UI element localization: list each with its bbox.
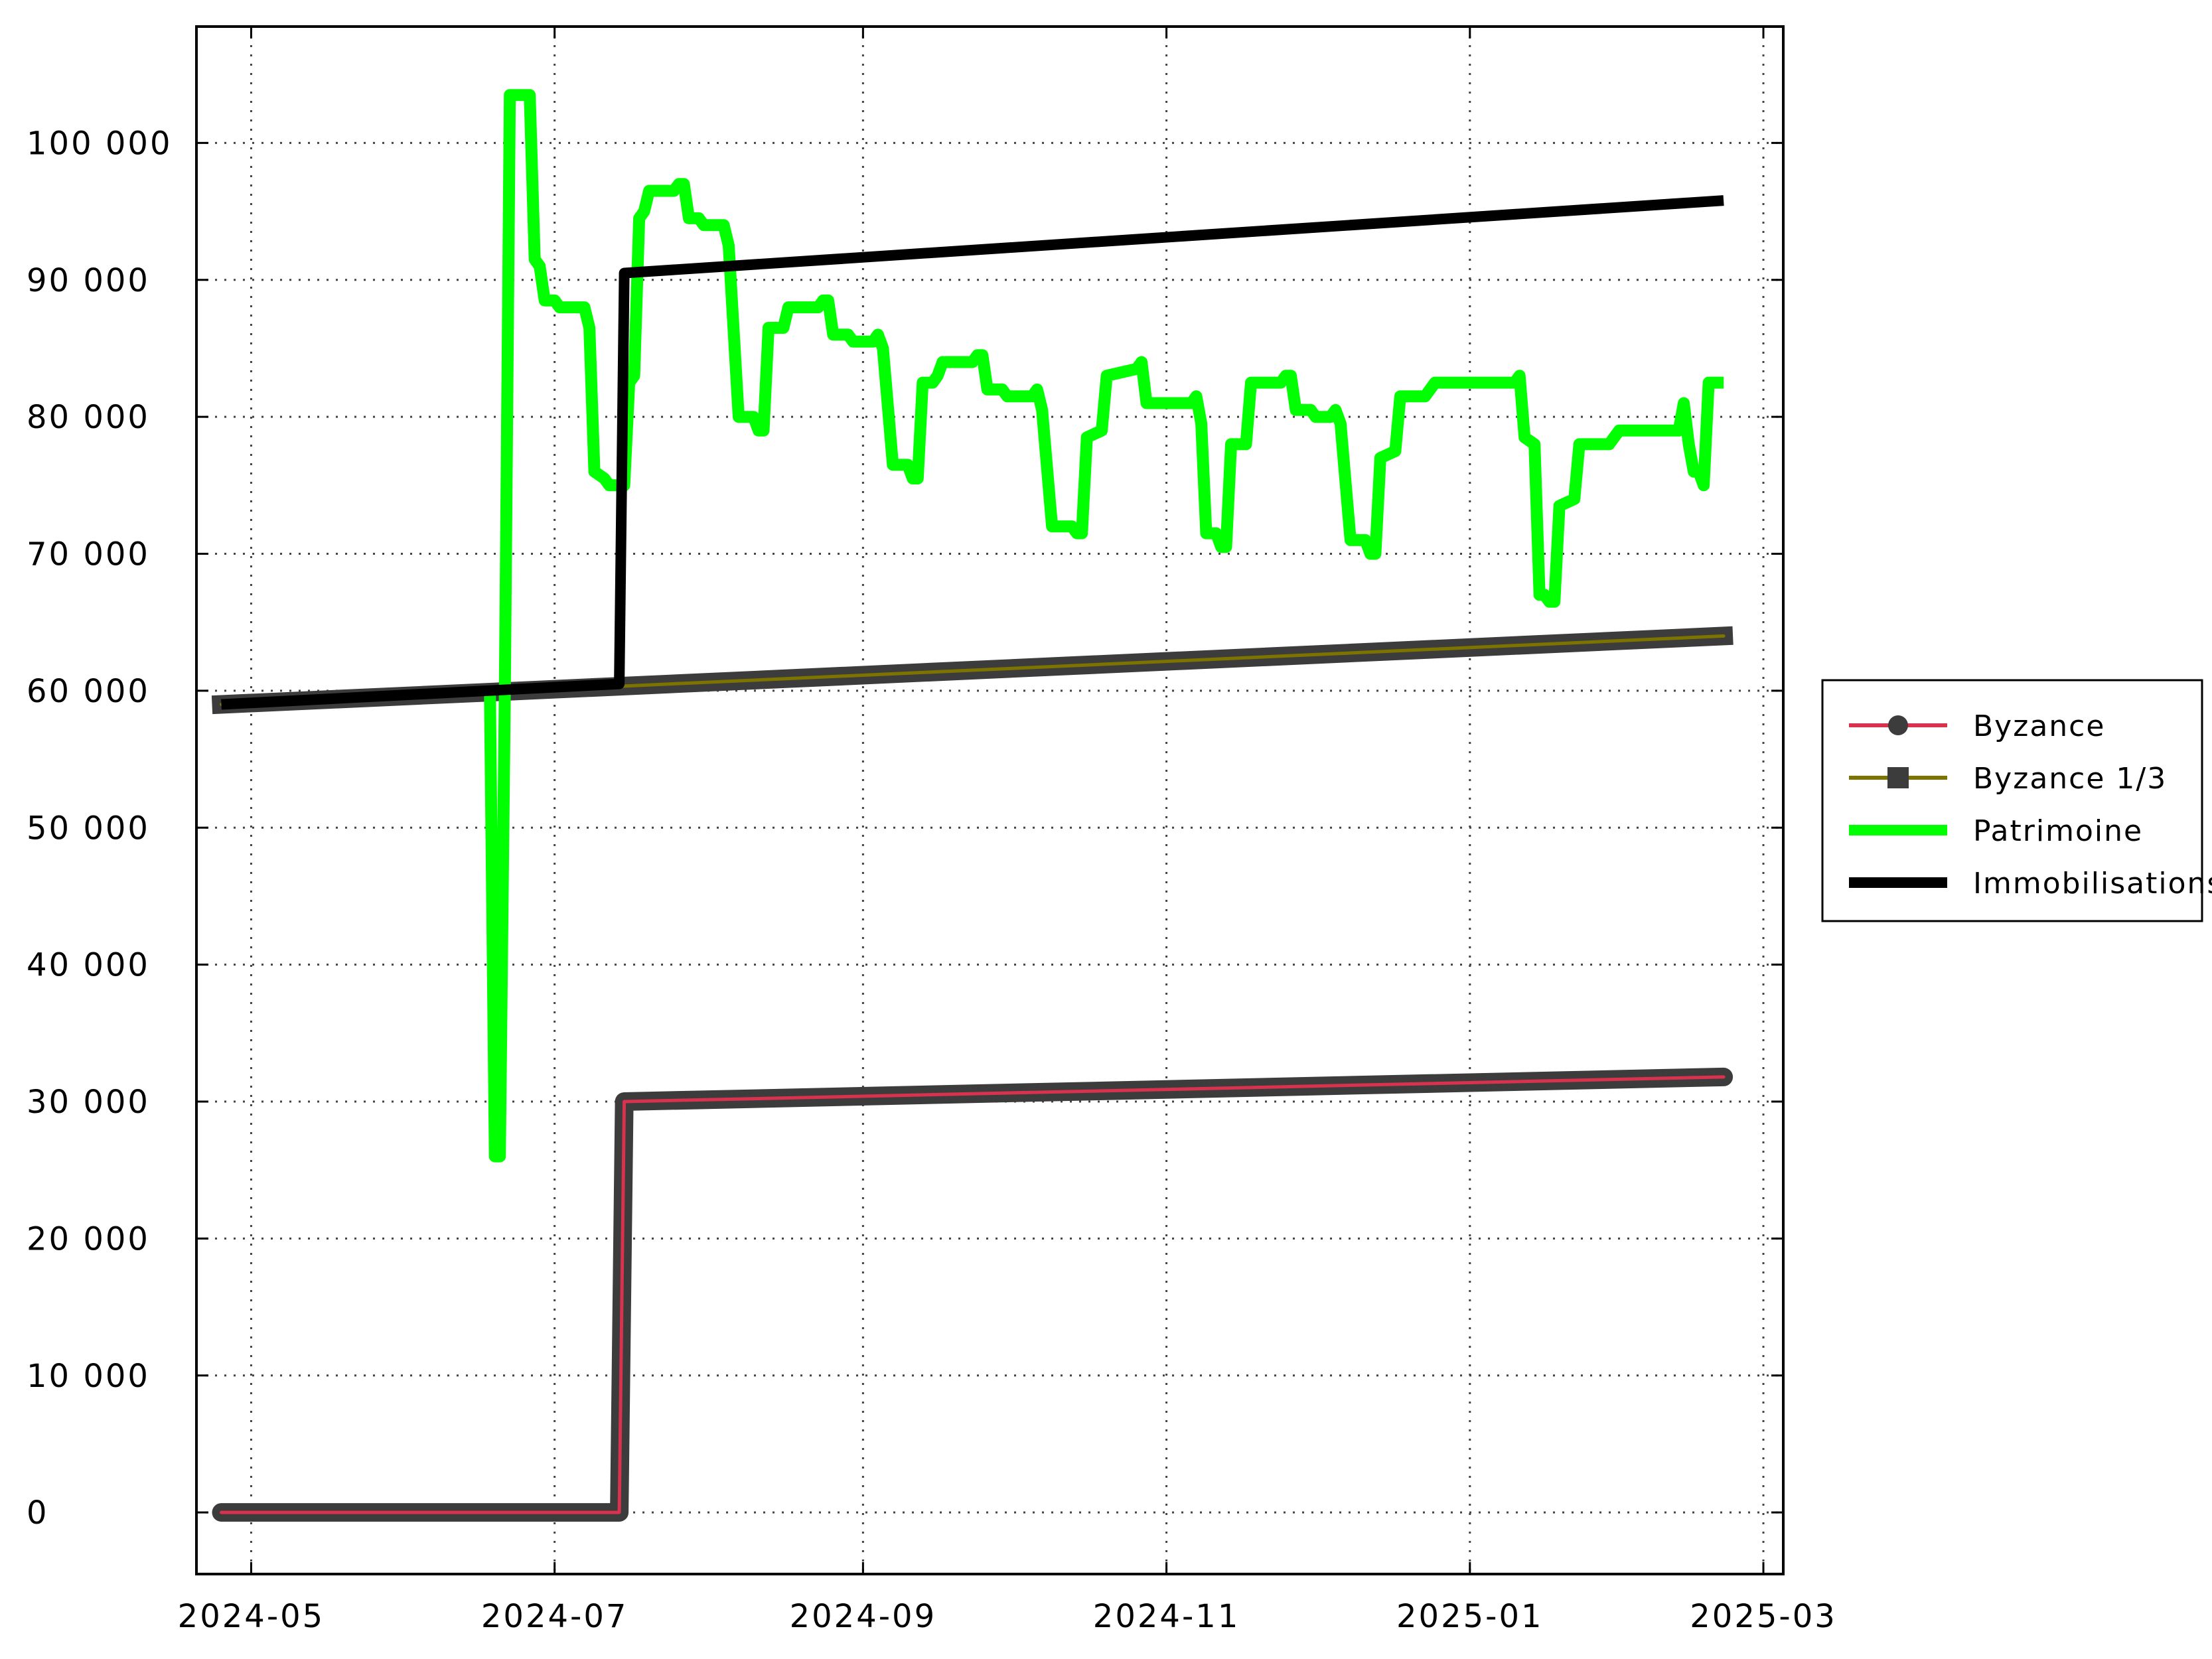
legend-item-byzance-1-3: Byzance 1/3 (1849, 762, 2167, 796)
legend-marker-byzance (1888, 715, 1908, 735)
legend-label-immobilisations: Immobilisations (1973, 867, 2212, 901)
axis-layer: 0 10 000 20 000 30 000 40 000 50 000 60 000 70 … (27, 27, 1837, 1635)
y-tick-label: 90 000 (27, 262, 150, 299)
gridlines (196, 27, 1783, 1574)
x-tick-label: 2025-03 (1690, 1598, 1837, 1635)
y-tick-label: 60 000 (27, 673, 150, 710)
y-tick-label: 40 000 (27, 947, 150, 984)
plot-frame (195, 25, 1785, 1575)
x-tick-label: 2024-11 (1093, 1598, 1240, 1635)
x-tick-label: 2025-01 (1396, 1598, 1544, 1635)
y-tick-label: 50 000 (27, 810, 150, 847)
series-byzance-halo (212, 1067, 1733, 1522)
y-tick-label: 20 000 (27, 1220, 150, 1258)
series-patrimoine-line (484, 89, 1724, 1163)
legend: Byzance Byzance 1/3 Patrimoine Immobilisati… (1821, 679, 2212, 922)
x-tick-label: 2024-09 (790, 1598, 937, 1635)
series-byzance-line (220, 1075, 1726, 1514)
legend-label-patrimoine: Patrimoine (1973, 814, 2143, 848)
y-tick-label: 70 000 (27, 536, 150, 573)
y-tick-label: 0 (27, 1494, 49, 1532)
x-tick-label: 2024-05 (178, 1598, 325, 1635)
legend-label-byzance-1-3: Byzance 1/3 (1973, 762, 2167, 796)
legend-item-patrimoine: Patrimoine (1849, 814, 2143, 848)
legend-item-immobilisations: Immobilisations (1849, 867, 2212, 901)
legend-marker-byzance-1-3 (1887, 767, 1909, 788)
y-tick-label: 30 000 (27, 1084, 150, 1121)
y-tick-label: 80 000 (27, 399, 150, 436)
legend-item-byzance: Byzance (1849, 709, 2105, 743)
series-immobilisations-line (221, 195, 1724, 710)
x-tick-label: 2024-07 (481, 1598, 628, 1635)
legend-label-byzance: Byzance (1973, 709, 2105, 743)
y-tick-label: 10 000 (27, 1358, 150, 1395)
y-tick-label: 100 000 (27, 125, 173, 162)
series-layer (211, 89, 1733, 1522)
